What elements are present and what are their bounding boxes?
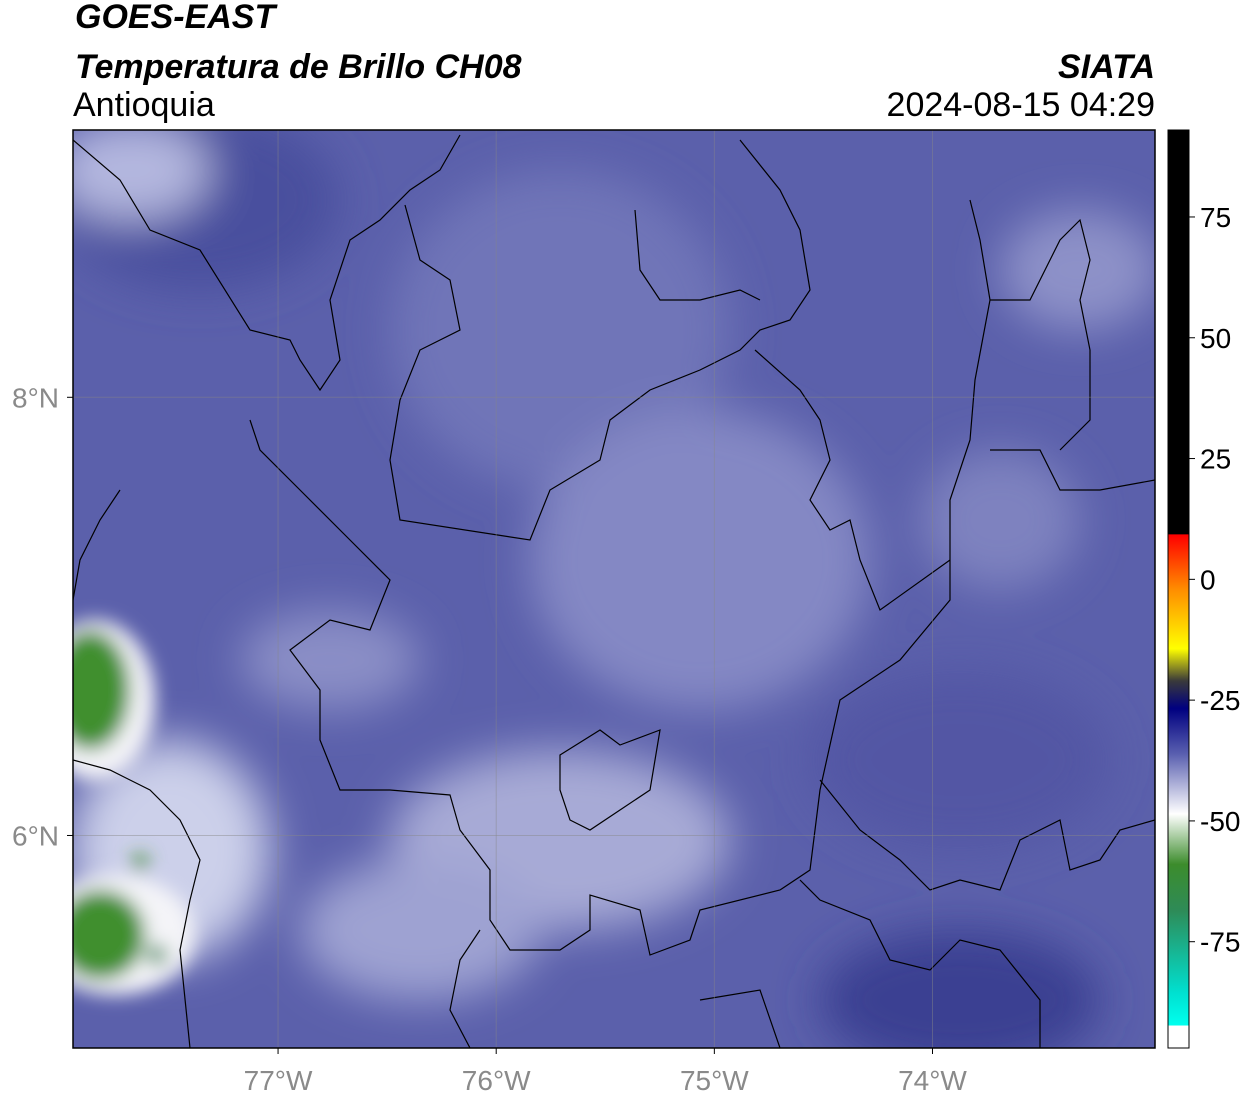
x-tick-label: 77°W (244, 1065, 313, 1096)
colorbar-tick-label: -50 (1200, 806, 1240, 837)
colorbar (1167, 129, 1190, 1049)
colorbar-tick-label: 25 (1200, 444, 1231, 475)
subtitle: Temperatura de Brillo CH08 (75, 48, 522, 86)
colorbar-tick-label: 75 (1200, 202, 1231, 233)
colorbar-tick-label: -75 (1200, 927, 1240, 958)
y-tick-label: 6°N (12, 820, 59, 851)
colorbar-tick-label: 0 (1200, 564, 1216, 595)
y-tick-label: 8°N (12, 382, 59, 413)
satellite-image (73, 130, 1155, 1048)
title: GOES-EAST (75, 0, 278, 36)
colorbar-tick-label: 50 (1200, 323, 1231, 354)
region: Antioquia (73, 86, 215, 124)
source: SIATA (1058, 48, 1155, 86)
grid (73, 130, 1155, 1048)
x-tick-label: 76°W (462, 1065, 531, 1096)
map-frame (72, 129, 1156, 1049)
x-tick-label: 74°W (898, 1065, 967, 1096)
datetime: 2024-08-15 04:29 (887, 86, 1155, 124)
borders (73, 134, 1155, 1048)
x-tick-label: 75°W (680, 1065, 749, 1096)
colorbar-tick-label: -25 (1200, 685, 1240, 716)
